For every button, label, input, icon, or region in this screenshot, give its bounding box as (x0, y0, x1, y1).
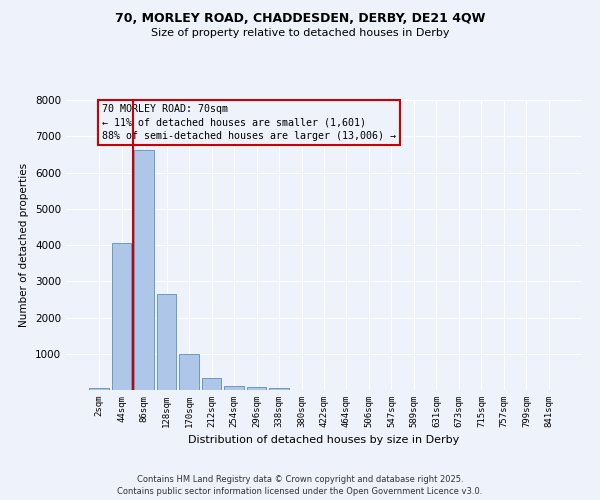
Text: 70, MORLEY ROAD, CHADDESDEN, DERBY, DE21 4QW: 70, MORLEY ROAD, CHADDESDEN, DERBY, DE21… (115, 12, 485, 26)
Text: 70 MORLEY ROAD: 70sqm
← 11% of detached houses are smaller (1,601)
88% of semi-d: 70 MORLEY ROAD: 70sqm ← 11% of detached … (102, 104, 396, 141)
Bar (157, 294, 176, 390)
Y-axis label: Number of detached properties: Number of detached properties (19, 163, 29, 327)
Bar (269, 388, 289, 390)
Text: Size of property relative to detached houses in Derby: Size of property relative to detached ho… (151, 28, 449, 38)
Text: Contains public sector information licensed under the Open Government Licence v3: Contains public sector information licen… (118, 487, 482, 496)
Text: Contains HM Land Registry data © Crown copyright and database right 2025.: Contains HM Land Registry data © Crown c… (137, 475, 463, 484)
X-axis label: Distribution of detached houses by size in Derby: Distribution of detached houses by size … (188, 436, 460, 446)
Bar (134, 150, 154, 390)
Bar (112, 243, 131, 390)
Bar (247, 387, 266, 390)
Bar (179, 354, 199, 390)
Bar (202, 378, 221, 390)
Bar (224, 386, 244, 390)
Bar (89, 388, 109, 390)
